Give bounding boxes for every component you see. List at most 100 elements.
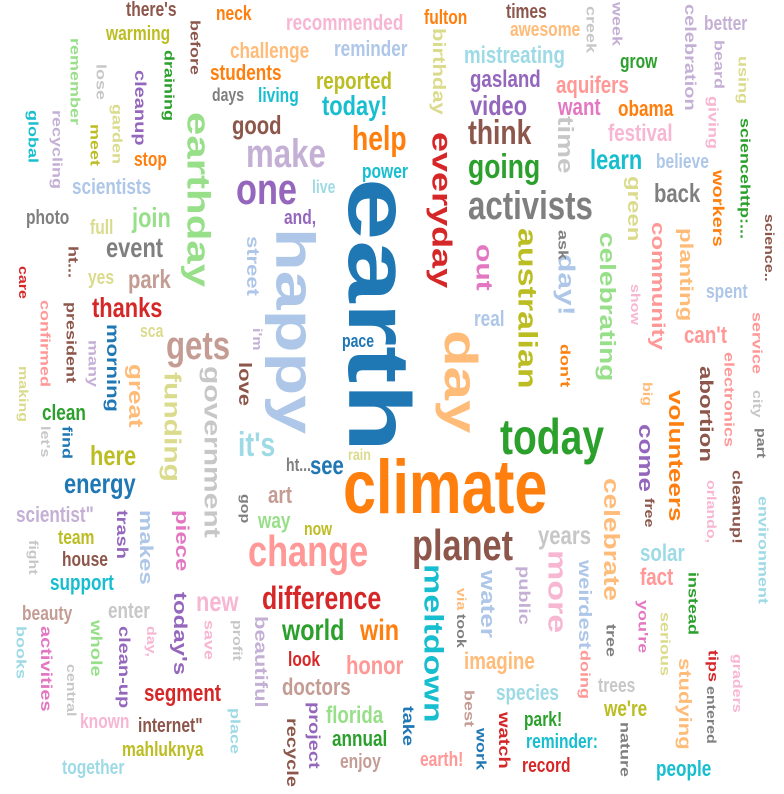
word-tree: tree xyxy=(603,624,619,658)
word-record: record xyxy=(522,755,571,777)
word-public: public xyxy=(515,566,533,625)
word-fact: fact xyxy=(640,564,674,591)
word-celebrate: celebrate xyxy=(599,478,624,601)
word-happy: happy xyxy=(264,228,326,435)
word-activists: activists xyxy=(468,184,593,228)
word-pace: pace xyxy=(342,331,375,351)
word-watch: watch xyxy=(495,712,513,769)
word-one: one xyxy=(236,165,298,214)
word-creek: creek xyxy=(583,6,599,54)
word-stop: stop xyxy=(134,149,167,171)
word-out: out xyxy=(471,244,497,291)
word-climate: climate xyxy=(343,445,548,530)
word-full: full xyxy=(90,217,114,239)
word-remember: remember xyxy=(67,38,83,126)
word-electronics: electronics xyxy=(721,352,737,448)
word-scientist-q: scientist" xyxy=(16,502,94,527)
word-tips: tips xyxy=(705,650,721,683)
word-service: service xyxy=(749,312,765,375)
word-weirdest: weirdest xyxy=(575,560,595,650)
word-ht-2: ht... xyxy=(286,455,311,475)
word-government: government xyxy=(199,366,225,538)
word-great: great xyxy=(124,364,148,428)
word-were: we're xyxy=(604,696,648,721)
word-back: back xyxy=(654,178,701,208)
word-sca: sca xyxy=(140,321,164,341)
word-people: people xyxy=(656,756,712,781)
word-take: take xyxy=(399,706,417,747)
word-better: better xyxy=(704,13,748,35)
word-festival: festival xyxy=(608,120,673,147)
word-clean-up: clean-up xyxy=(115,626,133,709)
word-event: event xyxy=(106,232,164,263)
word-thanks: thanks xyxy=(92,292,163,323)
word-find: find xyxy=(59,426,75,459)
word-cleanup-excl: cleanup! xyxy=(729,470,745,545)
word-abortion: abortion xyxy=(695,366,717,462)
word-photo: photo xyxy=(26,207,70,229)
word-environment: environment xyxy=(755,496,771,605)
word-come: come xyxy=(634,424,658,492)
word-ask: ask xyxy=(555,230,571,261)
word-beauty: beauty xyxy=(22,603,73,625)
word-work: work xyxy=(473,728,489,771)
word-park: park xyxy=(128,264,171,294)
word-support: support xyxy=(50,570,114,595)
word-fight: fight xyxy=(26,540,40,575)
word-gasland: gasland xyxy=(470,66,541,93)
word-challenge: challenge xyxy=(230,38,310,63)
word-win: win xyxy=(360,614,399,647)
word-whole: whole xyxy=(87,620,105,677)
word-fulton: fulton xyxy=(424,7,468,29)
word-meltdown: meltdown xyxy=(418,564,449,723)
word-day-excl: day! xyxy=(553,254,579,316)
word-video: video xyxy=(470,90,528,121)
word-obama: obama xyxy=(618,96,674,121)
word-gop: gop xyxy=(238,494,252,524)
word-new: new xyxy=(196,586,239,617)
word-recommended: recommended xyxy=(286,10,404,35)
word-orlando: orlando, xyxy=(704,480,718,544)
word-day: day xyxy=(434,330,487,434)
word-team: team xyxy=(58,527,95,549)
word-here: here xyxy=(90,440,137,471)
word-going: going xyxy=(468,148,541,186)
word-trash: trash xyxy=(113,510,131,559)
word-earth-excl: earth! xyxy=(420,749,464,771)
word-art: art xyxy=(268,482,292,509)
word-warming: warming xyxy=(106,23,171,45)
word-species: species xyxy=(496,680,559,705)
word-making: making xyxy=(16,366,30,423)
word-volunteers: volunteers xyxy=(664,390,688,522)
word-aquifers: aquifers xyxy=(556,72,629,99)
word-grow: grow xyxy=(620,51,658,73)
word-books: books xyxy=(13,626,29,680)
word-nature: nature xyxy=(617,722,633,778)
word-before: before xyxy=(187,20,203,76)
word-week: week xyxy=(609,2,625,47)
word-dont: don't xyxy=(557,344,573,388)
word-house: house xyxy=(62,549,108,571)
word-see: see xyxy=(310,450,344,480)
word-days: days xyxy=(212,85,245,105)
word-and: and, xyxy=(284,207,317,229)
word-part: part xyxy=(754,428,768,459)
word-place: place xyxy=(227,708,243,755)
word-ht-1: ht... xyxy=(65,246,81,278)
word-enjoy: enjoy xyxy=(340,751,381,773)
word-rain: rain xyxy=(348,447,371,464)
word-now: now xyxy=(304,519,333,539)
word-world: world xyxy=(282,614,345,647)
word-green: green xyxy=(623,176,645,242)
word-garden: garden xyxy=(109,104,125,165)
word-time: time xyxy=(553,116,578,174)
word-clean: clean xyxy=(42,400,86,425)
word-many: many xyxy=(85,340,101,388)
word-activities: activities xyxy=(37,626,55,712)
word-energy: energy xyxy=(64,468,136,499)
word-way: way xyxy=(258,508,291,533)
word-love: love xyxy=(235,362,255,407)
word-florida: florida xyxy=(326,702,384,729)
word-annual: annual xyxy=(332,726,388,751)
